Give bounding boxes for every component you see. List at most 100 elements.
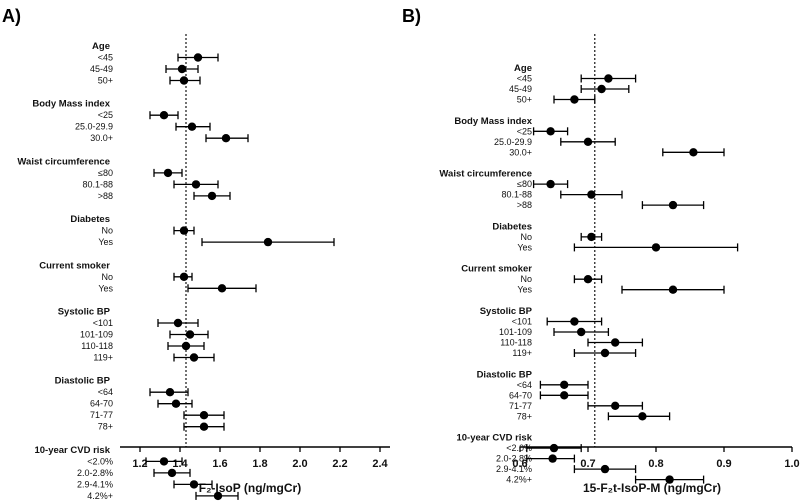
category-label: <25 xyxy=(98,110,113,120)
category-label: >88 xyxy=(98,191,113,201)
point-estimate xyxy=(668,285,678,294)
point-estimate xyxy=(179,226,189,235)
category-label: 30.0+ xyxy=(90,133,113,143)
point-estimate xyxy=(600,348,610,358)
category-label: 2.0-2.8% xyxy=(496,454,532,464)
category-label: Yes xyxy=(98,237,113,247)
category-label: 119+ xyxy=(512,348,532,358)
category-label: 71-77 xyxy=(90,410,113,420)
point-estimate xyxy=(163,168,173,178)
category-label: 78+ xyxy=(98,422,113,432)
category-label: <2.0% xyxy=(506,443,532,453)
category-label: 45-49 xyxy=(90,64,113,74)
point-estimate xyxy=(668,200,678,210)
point-estimate xyxy=(165,388,175,397)
point-estimate xyxy=(587,190,596,199)
point-estimate xyxy=(546,127,555,136)
category-label: 101-109 xyxy=(80,330,113,340)
category-label: 30.0+ xyxy=(509,147,532,157)
category-label: <101 xyxy=(512,317,532,327)
group-label: Age xyxy=(92,41,110,52)
point-estimate xyxy=(587,232,596,242)
category-label: <45 xyxy=(517,74,532,84)
point-estimate xyxy=(689,148,698,157)
group-label: Diabetes xyxy=(492,221,532,232)
category-label: No xyxy=(101,226,113,236)
category-label: ≤80 xyxy=(98,168,113,178)
group-label: Systolic BP xyxy=(58,307,111,318)
panel-a: A) 1.2 1.4 1.6 1.8 2.0 2.2 2.4 F₂-IsoP (ng/mgCr)… xyxy=(2,6,390,501)
point-estimate xyxy=(665,475,674,484)
category-label: >88 xyxy=(517,200,532,210)
category-label: No xyxy=(520,232,532,242)
category-label: <25 xyxy=(517,126,532,136)
group-label: Waist circumference xyxy=(439,169,532,180)
point-estimate xyxy=(187,122,197,131)
category-label: 101-109 xyxy=(499,327,532,337)
category-label: <45 xyxy=(98,53,113,63)
category-label: 119+ xyxy=(93,353,113,363)
group-label: Diabetes xyxy=(70,214,110,225)
point-estimate xyxy=(611,401,620,410)
category-label: <101 xyxy=(93,318,113,328)
point-estimate xyxy=(548,454,557,463)
point-estimate xyxy=(171,399,181,408)
point-estimate xyxy=(638,412,647,421)
point-estimate xyxy=(199,411,209,420)
point-estimate xyxy=(193,53,203,62)
x-tick-label: 2.4 xyxy=(372,458,388,470)
point-estimate xyxy=(604,74,613,83)
category-label: 2.9-4.1% xyxy=(77,479,113,489)
x-tick-label: 0.8 xyxy=(648,458,663,470)
point-estimate xyxy=(199,422,209,431)
x-tick-label: 1.2 xyxy=(132,458,147,470)
x-axis-label: F₂-IsoP (ng/mgCr) xyxy=(199,481,301,495)
category-label: Yes xyxy=(517,242,532,252)
category-label: ≤80 xyxy=(517,179,532,189)
group-label: Current smoker xyxy=(39,260,110,271)
category-label: 64-70 xyxy=(90,399,113,409)
group-label: Diastolic BP xyxy=(55,376,111,387)
point-estimate xyxy=(173,318,183,328)
group-label: Body Mass index xyxy=(454,116,532,127)
category-label: 64-70 xyxy=(509,390,532,400)
category-label: 110-118 xyxy=(500,338,532,348)
point-estimate xyxy=(549,443,559,453)
point-estimate xyxy=(185,330,195,339)
category-label: 4.2%+ xyxy=(87,491,113,501)
x-axis-label: 15-F₂t-IsoP-M (ng/mgCr) xyxy=(583,481,721,495)
category-label: No xyxy=(520,274,532,284)
x-tick-label: 1.0 xyxy=(784,458,799,470)
group-label: Body Mass index xyxy=(32,99,110,110)
point-estimate xyxy=(189,480,199,489)
x-tick-label: 1.4 xyxy=(172,458,188,470)
category-label: <64 xyxy=(517,380,532,390)
point-estimate xyxy=(179,76,189,85)
x-tick-label: 1.6 xyxy=(212,458,227,470)
category-label: 50+ xyxy=(517,95,532,105)
x-tick-label: 0.9 xyxy=(716,458,731,470)
category-label: <64 xyxy=(98,387,113,397)
point-estimate xyxy=(213,491,223,501)
point-estimate xyxy=(583,137,593,146)
panel-label: A) xyxy=(2,6,21,26)
point-estimate xyxy=(159,111,169,120)
point-estimate xyxy=(189,353,199,362)
point-estimate xyxy=(263,237,273,247)
point-estimate xyxy=(570,95,579,104)
point-estimate xyxy=(221,134,231,143)
point-estimate xyxy=(179,272,189,281)
category-label: 2.9-4.1% xyxy=(496,464,532,474)
x-tick-label: 2.2 xyxy=(332,458,347,470)
point-estimate xyxy=(600,464,610,474)
x-tick-label: 2.0 xyxy=(292,458,307,470)
group-label: 10-year CVD risk xyxy=(34,445,110,456)
category-label: 80.1-88 xyxy=(82,179,113,189)
point-estimate xyxy=(191,180,201,189)
category-label: Yes xyxy=(517,285,532,295)
x-tick-label: 0.7 xyxy=(580,458,595,470)
group-label: Current smoker xyxy=(461,264,532,275)
group-label: 10-year CVD risk xyxy=(456,433,532,444)
category-label: 4.2%+ xyxy=(506,475,532,485)
point-estimate xyxy=(651,243,661,252)
